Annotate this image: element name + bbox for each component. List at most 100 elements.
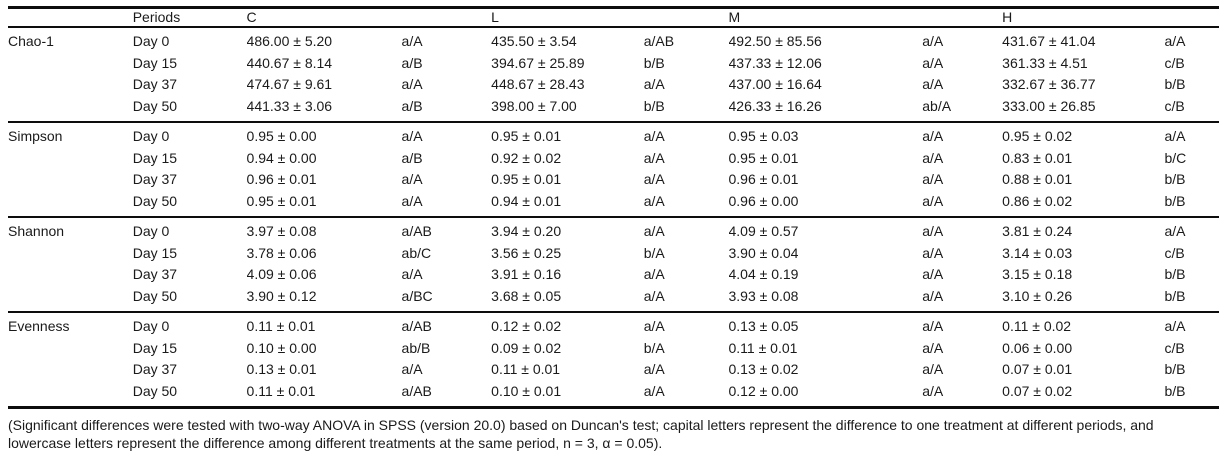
sig-cell: ab/B: [401, 339, 431, 356]
value-cell: 0.95 ± 0.01: [728, 149, 799, 166]
sig-cell: a/A: [643, 192, 665, 209]
period-cell: Day 15: [132, 149, 178, 166]
value-cell: 3.97 ± 0.08: [246, 223, 317, 239]
value-cell: 435.50 ± 3.54: [491, 33, 577, 49]
header-treatment-m: M: [728, 9, 741, 25]
value-cell: 4.09 ± 0.57: [728, 223, 799, 239]
sig-cell: b/B: [1164, 171, 1186, 187]
value-cell: 398.00 ± 7.00: [491, 97, 577, 114]
value-cell: 0.96 ± 0.01: [246, 171, 317, 187]
sig-cell: a/A: [1164, 318, 1186, 334]
sig-cell: b/B: [1164, 382, 1186, 399]
sig-cell: a/B: [401, 149, 423, 166]
header-treatment-l: L: [491, 9, 499, 25]
index-label: Evenness: [8, 318, 70, 334]
table-row: Day 50 0.11 ± 0.01 a/AB 0.10 ± 0.01 a/A …: [8, 381, 1219, 408]
value-cell: 0.11 ± 0.01: [246, 318, 316, 334]
sig-cell: a/A: [922, 192, 944, 209]
sig-cell: a/A: [922, 76, 944, 92]
table-row: Day 15 3.78 ± 0.06 ab/C 3.56 ± 0.25 b/A …: [8, 243, 1219, 265]
sig-cell: a/A: [922, 33, 944, 49]
value-cell: 0.88 ± 0.01: [1002, 171, 1073, 187]
value-cell: 3.93 ± 0.08: [728, 287, 799, 304]
sig-cell: a/A: [922, 266, 944, 282]
index-label: [8, 286, 133, 313]
sig-cell: a/A: [643, 287, 665, 304]
sig-cell: a/A: [643, 149, 665, 166]
sig-cell: a/A: [643, 76, 665, 92]
header-treatment-c: C: [246, 9, 257, 25]
value-cell: 3.81 ± 0.24: [1002, 223, 1073, 239]
table-row: Simpson Day 0 0.95 ± 0.00 a/A 0.95 ± 0.0…: [8, 122, 1219, 148]
sig-cell: b/B: [1164, 287, 1186, 304]
table-row: Day 37 0.13 ± 0.01 a/A 0.11 ± 0.01 a/A 0…: [8, 359, 1219, 381]
value-cell: 0.86 ± 0.02: [1002, 192, 1073, 209]
index-label: [8, 74, 133, 96]
sig-cell: a/A: [922, 244, 944, 261]
sig-cell: a/A: [922, 54, 944, 71]
value-cell: 3.14 ± 0.03: [1002, 244, 1073, 261]
table-header: Periods C L M H: [8, 7, 1219, 28]
index-label: [8, 96, 133, 123]
index-label: [8, 359, 133, 381]
value-cell: 3.91 ± 0.16: [491, 266, 562, 282]
period-cell: Day 0: [132, 223, 170, 239]
index-label: [8, 381, 133, 408]
period-cell: Day 37: [132, 361, 178, 377]
value-cell: 437.33 ± 12.06: [728, 54, 822, 71]
sig-cell: b/B: [1164, 361, 1186, 377]
value-cell: 0.06 ± 0.00: [1002, 339, 1073, 356]
index-label: Chao-1: [8, 33, 54, 49]
period-cell: Day 37: [132, 76, 178, 92]
sig-cell: a/A: [1164, 128, 1186, 144]
table-row: Day 37 474.67 ± 9.61 a/A 448.67 ± 28.43 …: [8, 74, 1219, 96]
sig-cell: a/A: [643, 361, 665, 377]
table-row: Day 50 3.90 ± 0.12 a/BC 3.68 ± 0.05 a/A …: [8, 286, 1219, 313]
value-cell: 3.15 ± 0.18: [1002, 266, 1073, 282]
period-cell: Day 50: [132, 192, 178, 209]
value-cell: 0.95 ± 0.01: [246, 192, 317, 209]
sig-cell: a/AB: [401, 318, 432, 334]
value-cell: 0.95 ± 0.02: [1002, 128, 1073, 144]
sig-cell: a/A: [643, 128, 665, 144]
sig-cell: b/A: [643, 244, 665, 261]
sig-cell: a/BC: [401, 287, 433, 304]
sig-cell: a/A: [1164, 223, 1186, 239]
sig-cell: b/A: [643, 339, 665, 356]
index-label: Shannon: [8, 223, 65, 239]
value-cell: 3.78 ± 0.06: [246, 244, 317, 261]
value-cell: 0.12 ± 0.02: [491, 318, 562, 334]
table-row: Day 50 0.95 ± 0.01 a/A 0.94 ± 0.01 a/A 0…: [8, 191, 1219, 218]
value-cell: 431.67 ± 41.04: [1002, 33, 1096, 49]
period-cell: Day 50: [132, 97, 178, 114]
period-cell: Day 0: [132, 318, 170, 334]
period-cell: Day 15: [132, 54, 178, 71]
period-cell: Day 50: [132, 382, 178, 399]
value-cell: 0.94 ± 0.01: [491, 192, 562, 209]
table-row: Chao-1 Day 0 486.00 ± 5.20 a/A 435.50 ± …: [8, 27, 1219, 53]
value-cell: 394.67 ± 25.89: [491, 54, 585, 71]
sig-cell: c/B: [1164, 97, 1185, 114]
period-cell: Day 15: [132, 339, 178, 356]
table-row: Shannon Day 0 3.97 ± 0.08 a/AB 3.94 ± 0.…: [8, 217, 1219, 243]
sig-cell: a/A: [401, 361, 423, 377]
sig-cell: c/B: [1164, 54, 1185, 71]
value-cell: 0.95 ± 0.00: [246, 128, 317, 144]
sig-cell: a/A: [643, 223, 665, 239]
header-index-blank: [8, 8, 133, 28]
value-cell: 426.33 ± 16.26: [728, 97, 822, 114]
value-cell: 4.09 ± 0.06: [246, 266, 317, 282]
section-chao1: Chao-1 Day 0 486.00 ± 5.20 a/A 435.50 ± …: [8, 27, 1219, 122]
header-periods: Periods: [132, 9, 181, 25]
sig-cell: a/A: [922, 382, 944, 399]
period-cell: Day 37: [132, 266, 178, 282]
sig-cell: a/A: [922, 223, 944, 239]
value-cell: 440.67 ± 8.14: [246, 54, 333, 71]
value-cell: 0.13 ± 0.01: [246, 361, 317, 377]
value-cell: 441.33 ± 3.06: [246, 97, 333, 114]
section-shannon: Shannon Day 0 3.97 ± 0.08 a/AB 3.94 ± 0.…: [8, 217, 1219, 312]
index-label: [8, 169, 133, 191]
sig-cell: a/A: [401, 76, 423, 92]
section-simpson: Simpson Day 0 0.95 ± 0.00 a/A 0.95 ± 0.0…: [8, 122, 1219, 217]
sig-cell: a/A: [922, 361, 944, 377]
